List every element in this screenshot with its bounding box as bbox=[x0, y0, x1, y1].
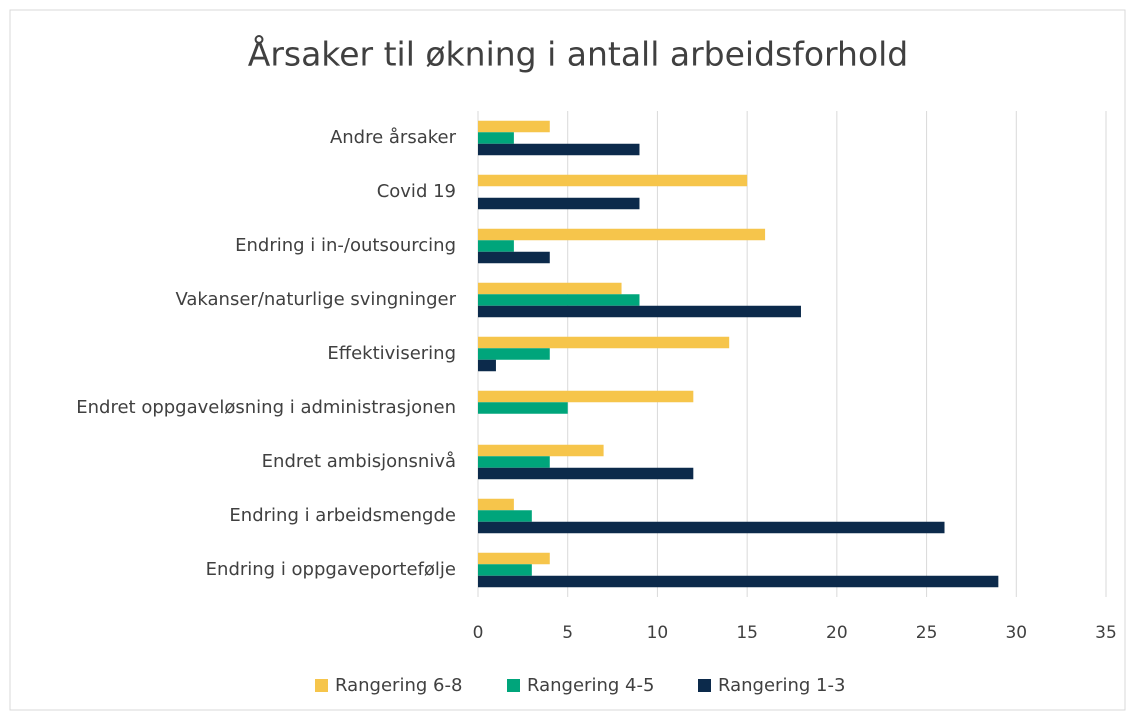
y-tick-label: Endret oppgaveløsning i administrasjonen bbox=[76, 397, 456, 418]
legend-swatch bbox=[507, 679, 520, 692]
y-tick-label: Andre årsaker bbox=[330, 127, 457, 148]
y-tick-label: Effektivisering bbox=[327, 343, 456, 364]
bar bbox=[478, 564, 532, 576]
x-tick-label: 25 bbox=[916, 623, 938, 643]
legend-swatch bbox=[698, 679, 711, 692]
bar bbox=[478, 456, 550, 468]
bar bbox=[478, 336, 730, 349]
legend-label: Rangering 6-8 bbox=[335, 675, 462, 696]
y-tick-label: Endring i in-/outsourcing bbox=[235, 235, 456, 256]
y-tick-label: Covid 19 bbox=[377, 181, 456, 202]
bar bbox=[478, 294, 640, 306]
bar bbox=[478, 390, 694, 403]
legend-swatch bbox=[315, 679, 328, 692]
legend-label: Rangering 1-3 bbox=[718, 675, 845, 696]
bar bbox=[478, 402, 568, 414]
y-tick-label: Endring i arbeidsmengde bbox=[229, 505, 456, 526]
bar bbox=[478, 143, 640, 156]
bar bbox=[478, 174, 748, 187]
y-tick-label: Endret ambisjonsnivå bbox=[262, 451, 456, 472]
bar bbox=[478, 282, 622, 295]
bar bbox=[478, 228, 766, 241]
bar bbox=[478, 575, 999, 588]
x-tick-label: 15 bbox=[736, 623, 758, 643]
chart-title: Årsaker til økning i antall arbeidsforho… bbox=[248, 34, 909, 74]
bar bbox=[478, 498, 514, 511]
bar bbox=[478, 467, 694, 480]
x-tick-label: 30 bbox=[1005, 623, 1027, 643]
bar bbox=[478, 348, 550, 360]
bar bbox=[478, 197, 640, 210]
bar bbox=[478, 132, 514, 144]
y-tick-label: Vakanser/naturlige svingninger bbox=[175, 289, 456, 310]
bar bbox=[478, 305, 801, 318]
bar bbox=[478, 521, 945, 534]
bar bbox=[478, 240, 514, 252]
bar bbox=[478, 359, 496, 372]
bar bbox=[478, 251, 550, 264]
bar bbox=[478, 444, 604, 457]
bar bbox=[478, 552, 550, 565]
x-tick-label: 5 bbox=[562, 623, 573, 643]
x-tick-label: 10 bbox=[647, 623, 669, 643]
legend-label: Rangering 4-5 bbox=[527, 675, 654, 696]
x-tick-label: 0 bbox=[473, 623, 484, 643]
y-tick-label: Endring i oppgaveportefølje bbox=[206, 559, 456, 580]
bar bbox=[478, 120, 550, 133]
x-tick-label: 20 bbox=[826, 623, 848, 643]
x-tick-label: 35 bbox=[1095, 623, 1117, 643]
bar bbox=[478, 510, 532, 522]
